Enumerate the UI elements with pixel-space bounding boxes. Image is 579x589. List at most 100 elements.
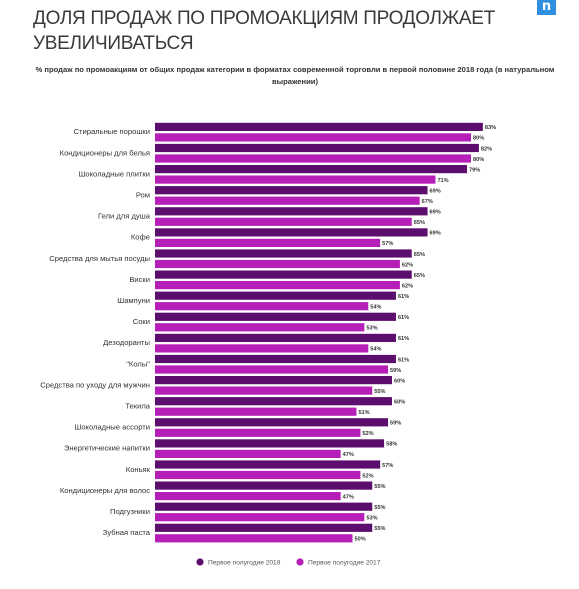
category-label: Текила bbox=[125, 402, 150, 411]
bar-2018 bbox=[155, 523, 373, 532]
bar-2018 bbox=[155, 186, 428, 195]
bar-2017 bbox=[155, 513, 365, 522]
bar-2017 bbox=[155, 302, 369, 311]
category-label: Кофе bbox=[131, 233, 150, 242]
value-label: 65% bbox=[414, 273, 425, 279]
value-label: 69% bbox=[430, 189, 441, 195]
value-label: 61% bbox=[398, 357, 409, 363]
bar-2017 bbox=[155, 428, 361, 437]
value-label: 59% bbox=[390, 421, 401, 427]
category-label: Шампуни bbox=[117, 296, 150, 305]
category-label: Ром bbox=[136, 191, 150, 200]
value-label: 59% bbox=[390, 368, 401, 374]
category-label: Зубная паста bbox=[103, 528, 151, 537]
bar-2018 bbox=[155, 333, 396, 342]
category-label: Средства по уходу для мужчин bbox=[40, 380, 150, 389]
value-label: 67% bbox=[422, 199, 433, 205]
category-label: Шоколадные ассорти bbox=[74, 423, 150, 432]
value-label: 80% bbox=[473, 157, 484, 163]
category-label: Коньяк bbox=[126, 465, 151, 474]
value-label: 60% bbox=[394, 378, 405, 384]
bar-2017 bbox=[155, 470, 361, 480]
page-title: ДОЛЯ ПРОДАЖ ПО ПРОМОАКЦИЯМ ПРОДОЛЖАЕТ УВ… bbox=[33, 8, 495, 54]
value-label: 80% bbox=[473, 136, 484, 142]
bar-2017 bbox=[155, 281, 400, 290]
bar-2017 bbox=[155, 344, 369, 353]
value-label: 62% bbox=[402, 283, 413, 289]
value-label: 50% bbox=[355, 537, 366, 543]
value-label: 69% bbox=[430, 231, 441, 237]
value-label: 69% bbox=[430, 210, 441, 216]
legend-marker bbox=[196, 558, 204, 566]
legend-marker bbox=[296, 558, 304, 566]
value-label: 53% bbox=[366, 516, 377, 522]
bar-2017 bbox=[155, 323, 365, 332]
bar-2017 bbox=[155, 133, 471, 142]
bar-2018 bbox=[155, 249, 412, 258]
value-label: 65% bbox=[414, 220, 425, 226]
bar-2017 bbox=[155, 386, 373, 395]
bar-2017 bbox=[155, 449, 341, 458]
value-label: 52% bbox=[362, 473, 373, 479]
category-label: Соки bbox=[133, 317, 150, 326]
bar-2018 bbox=[155, 291, 396, 300]
category-label: "Колы" bbox=[126, 359, 150, 368]
bar-2018 bbox=[155, 143, 479, 153]
bar-2017 bbox=[155, 492, 341, 501]
category-label: Стиральные порошки bbox=[74, 127, 150, 136]
value-label: 79% bbox=[469, 167, 480, 173]
value-label: 62% bbox=[402, 262, 413, 268]
value-label: 58% bbox=[386, 442, 397, 448]
bar-2018 bbox=[155, 228, 428, 237]
legend: Первое полугодие 2018 Первое полугодие 20… bbox=[196, 558, 381, 566]
value-label: 83% bbox=[485, 125, 496, 131]
value-label: 61% bbox=[398, 294, 409, 300]
category-label: Виски bbox=[129, 275, 150, 284]
value-label: 65% bbox=[414, 252, 425, 258]
bar-2017 bbox=[155, 534, 353, 543]
category-label: Средства для мытья посуды bbox=[49, 254, 150, 263]
bar-2017 bbox=[155, 154, 471, 163]
value-label: 55% bbox=[374, 484, 385, 490]
value-label: 54% bbox=[370, 347, 381, 353]
bar-2017 bbox=[155, 238, 381, 247]
bar-2018 bbox=[155, 481, 373, 490]
bar-2018 bbox=[155, 376, 392, 385]
value-label: 47% bbox=[343, 452, 354, 458]
category-label: Дезодоранты bbox=[103, 338, 150, 347]
value-label: 61% bbox=[398, 315, 409, 321]
value-label: 55% bbox=[374, 526, 385, 532]
category-label: Кондиционеры для волос bbox=[60, 486, 150, 495]
value-label: 51% bbox=[358, 410, 369, 416]
value-label: 57% bbox=[382, 241, 393, 247]
value-label: 82% bbox=[481, 146, 492, 152]
nielsen-logo: n bbox=[537, 0, 556, 15]
bar-2018 bbox=[155, 397, 392, 406]
bar-2017 bbox=[155, 196, 420, 205]
category-label: Гели для душа bbox=[98, 212, 151, 221]
bar-2018 bbox=[155, 439, 385, 448]
value-label: 55% bbox=[374, 389, 385, 395]
value-label: 61% bbox=[398, 336, 409, 342]
bar-2018 bbox=[155, 502, 373, 511]
chart-subtitle: % продаж по промоакциям от общих продаж … bbox=[35, 65, 555, 86]
category-label: Шоколадные плитки bbox=[78, 169, 150, 178]
bar-2017 bbox=[155, 217, 412, 226]
value-label: 60% bbox=[394, 400, 405, 406]
bar-2017 bbox=[155, 407, 357, 416]
bar-2018 bbox=[155, 354, 396, 364]
value-label: 55% bbox=[374, 505, 385, 511]
value-label: 71% bbox=[437, 178, 448, 184]
value-label: 57% bbox=[382, 463, 393, 469]
bars-layer: Стиральные порошки 83%80%Кондиционеры для… bbox=[40, 122, 496, 543]
bar-2018 bbox=[155, 207, 428, 216]
category-label: Энергетические напитки bbox=[64, 444, 150, 453]
bar-2018 bbox=[155, 460, 381, 469]
legend-label: Первое полугодие 2018 bbox=[208, 559, 281, 566]
bar-2018 bbox=[155, 122, 483, 131]
bar-2018 bbox=[155, 270, 412, 279]
value-label: 47% bbox=[343, 494, 354, 500]
bar-2018 bbox=[155, 312, 396, 321]
bar-2018 bbox=[155, 165, 468, 174]
